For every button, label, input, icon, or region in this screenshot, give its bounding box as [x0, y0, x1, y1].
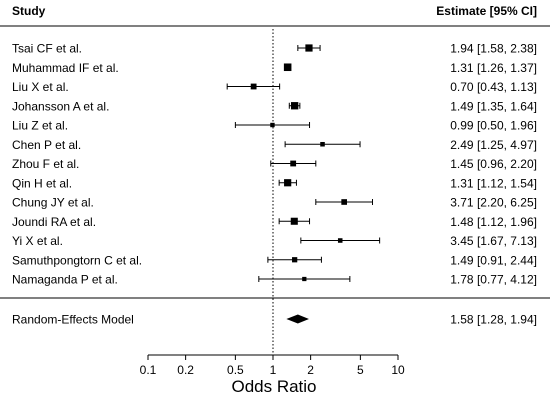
x-tick-label: 10: [391, 363, 405, 377]
study-estimate: 0.99 [0.50, 1.96]: [450, 119, 537, 133]
summary-name: Random-Effects Model: [12, 313, 134, 327]
study-estimate: 3.45 [1.67, 7.13]: [450, 234, 537, 248]
estimate-square: [283, 63, 292, 72]
summary-estimate: 1.58 [1.28, 1.94]: [450, 313, 537, 327]
study-name: Muhammad IF et al.: [12, 61, 119, 75]
estimate-square: [290, 217, 298, 225]
study-estimate: 1.48 [1.12, 1.96]: [450, 215, 537, 229]
estimate-square: [270, 122, 275, 128]
study-name: Liu Z et al.: [12, 119, 68, 133]
estimate-square: [284, 179, 292, 187]
x-axis: 0.1 0.2 0.5 1 2 5 10: [140, 354, 405, 377]
x-tick-label: 0.5: [227, 363, 244, 377]
study-estimate: 3.71 [2.20, 6.25]: [450, 196, 537, 210]
study-row: Joundi RA et al. 1.48 [1.12, 1.96]: [12, 215, 537, 229]
study-name: Tsai CF et al.: [12, 42, 82, 56]
study-row: Chung JY et al. 3.71 [2.20, 6.25]: [12, 196, 537, 210]
study-name: Chung JY et al.: [12, 196, 94, 210]
study-row: Liu X et al. 0.70 [0.43, 1.13]: [12, 80, 537, 94]
study-estimate: 2.49 [1.25, 4.97]: [450, 138, 537, 152]
study-row: Namaganda P et al. 1.78 [0.77, 4.12]: [12, 273, 537, 287]
study-estimate: 1.78 [0.77, 4.12]: [450, 273, 537, 287]
study-estimate: 1.31 [1.12, 1.54]: [450, 176, 537, 190]
estimate-square: [320, 141, 325, 147]
x-tick-label: 1: [270, 363, 277, 377]
estimate-square: [250, 83, 257, 90]
x-tick-label: 0.1: [140, 363, 157, 377]
study-name: Joundi RA et al.: [12, 215, 96, 229]
study-row: Johansson A et al. 1.49 [1.35, 1.64]: [12, 99, 537, 113]
study-row: Qin H et al. 1.31 [1.12, 1.54]: [12, 176, 537, 190]
study-estimate: 1.31 [1.26, 1.37]: [450, 61, 537, 75]
study-row: Tsai CF et al. 1.94 [1.58, 2.38]: [12, 42, 537, 56]
study-estimate: 1.94 [1.58, 2.38]: [450, 42, 537, 56]
estimate-square: [337, 238, 343, 243]
x-tick-label: 5: [357, 363, 364, 377]
study-name: Zhou F et al.: [12, 157, 79, 171]
estimate-square: [341, 199, 348, 205]
study-estimate: 0.70 [0.43, 1.13]: [450, 80, 537, 94]
estimate-square: [292, 257, 298, 263]
x-tick-label: 2: [307, 363, 314, 377]
study-row: Yi X et al. 3.45 [1.67, 7.13]: [12, 234, 537, 248]
study-name: Samuthpongtorn C et al.: [12, 253, 142, 267]
x-tick-label: 0.2: [177, 363, 194, 377]
study-row: Samuthpongtorn C et al. 1.49 [0.91, 2.44]: [12, 253, 537, 267]
study-name: Namaganda P et al.: [12, 273, 118, 287]
study-estimate: 1.45 [0.96, 2.20]: [450, 157, 537, 171]
study-estimate: 1.49 [1.35, 1.64]: [450, 99, 537, 113]
x-axis-label: Odds Ratio: [231, 377, 316, 396]
header-study: Study: [12, 4, 46, 18]
study-row: Muhammad IF et al. 1.31 [1.26, 1.37]: [12, 61, 537, 75]
estimate-square: [290, 102, 299, 110]
study-name: Qin H et al.: [12, 176, 72, 190]
study-name: Yi X et al.: [12, 234, 63, 248]
study-row: Liu Z et al. 0.99 [0.50, 1.96]: [12, 119, 537, 133]
study-rows: Tsai CF et al. 1.94 [1.58, 2.38] Muhammad …: [12, 29, 537, 353]
summary-diamond: [286, 314, 309, 324]
study-name: Liu X et al.: [12, 80, 69, 94]
study-row: Zhou F et al. 1.45 [0.96, 2.20]: [12, 157, 537, 171]
estimate-square: [305, 44, 313, 52]
study-name: Johansson A et al.: [12, 99, 109, 113]
estimate-square: [290, 160, 297, 167]
header-estimate: Estimate [95% CI]: [436, 4, 537, 18]
estimate-square: [302, 276, 307, 282]
study-estimate: 1.49 [0.91, 2.44]: [450, 253, 537, 267]
study-row: Chen P et al. 2.49 [1.25, 4.97]: [12, 138, 537, 152]
study-name: Chen P et al.: [12, 138, 81, 152]
summary-row: Random-Effects Model 1.58 [1.28, 1.94]: [12, 313, 537, 327]
